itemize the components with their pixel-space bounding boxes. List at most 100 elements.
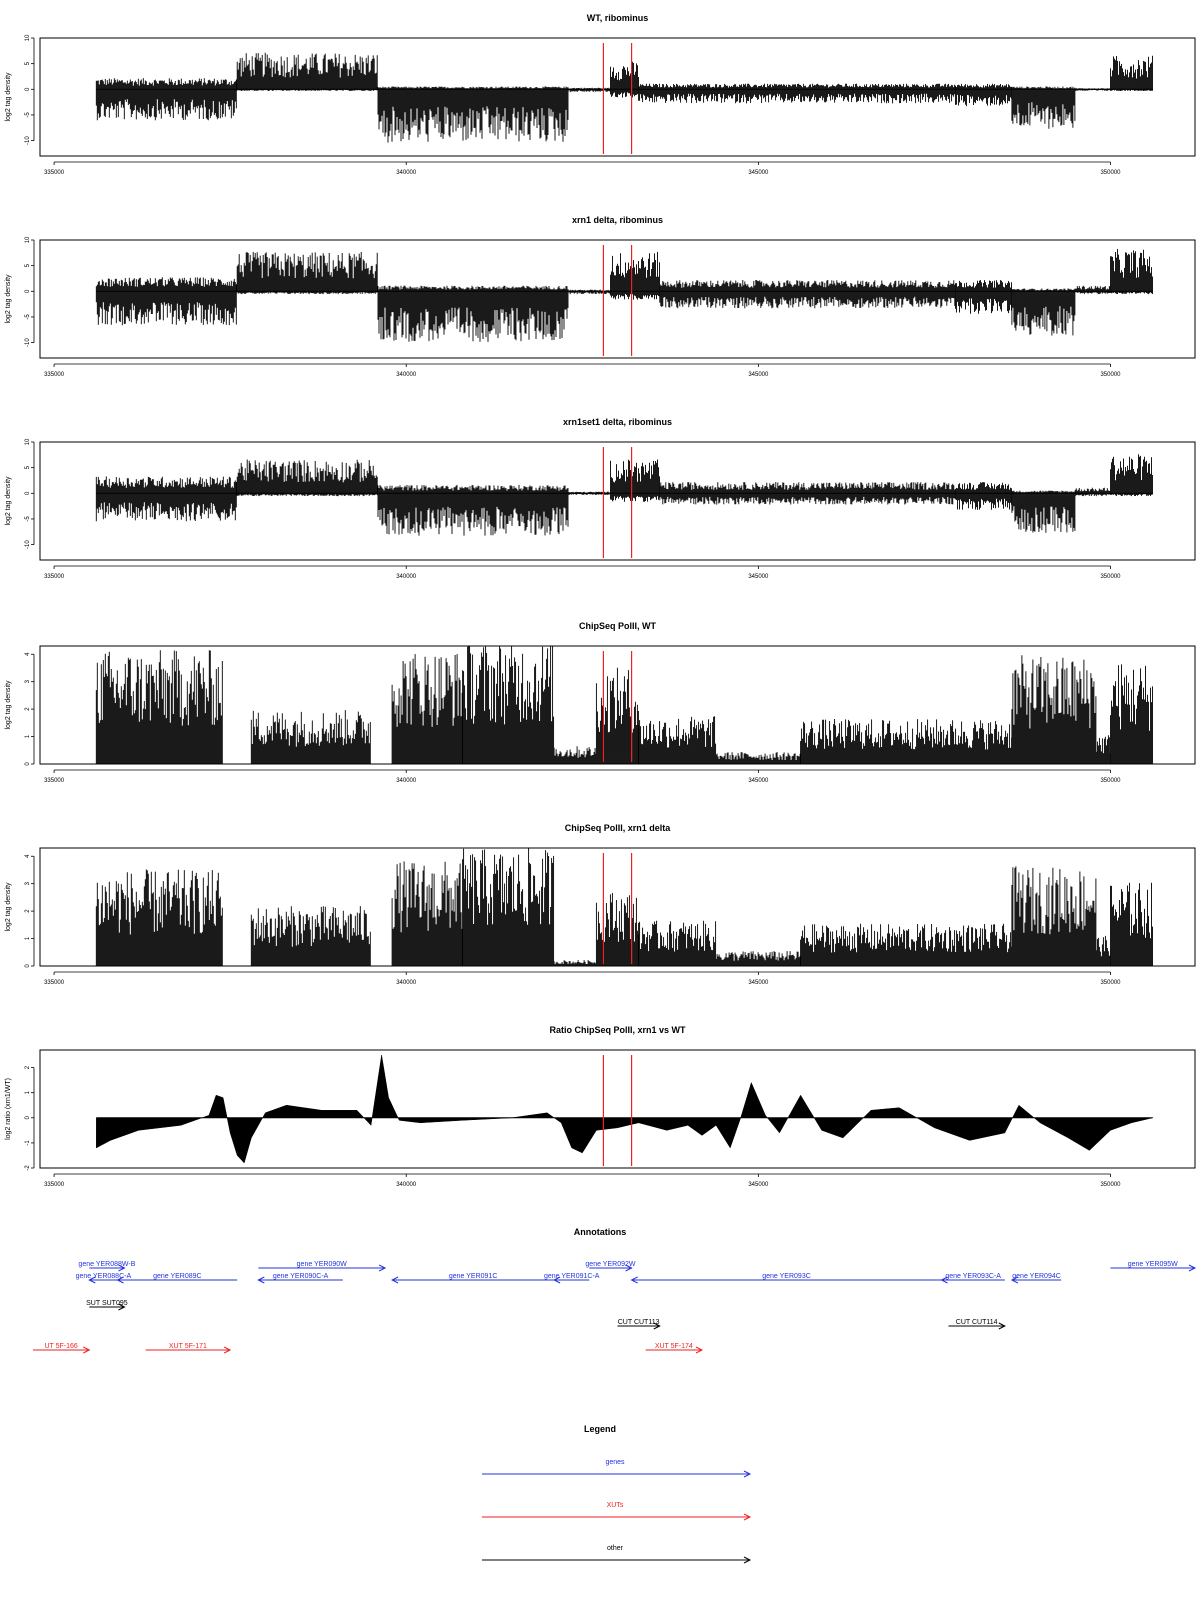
x-tick-label: 350000: [1100, 170, 1121, 176]
x-tick-label: 335000: [44, 1182, 65, 1188]
x-tick-label: 345000: [748, 372, 769, 378]
annotation-gene: gene YER093C-A: [940, 1273, 1005, 1284]
legend-item-xut: XUTs: [482, 1502, 752, 1521]
x-tick-label: 350000: [1100, 980, 1121, 986]
annotation-gene: gene YER094C: [1010, 1273, 1062, 1284]
annotation-gene: gene YER092W: [585, 1261, 636, 1272]
annotation-gene: gene YER090C-A: [257, 1273, 343, 1284]
plot-frame: [39, 1049, 1196, 1169]
y-tick-label: 2: [25, 707, 31, 711]
annotation-gene: gene YER091C-A: [544, 1273, 600, 1284]
plot-frame: [39, 441, 1196, 561]
x-tick-label: 350000: [1100, 574, 1121, 580]
legend: Legend genes XUTs other: [482, 1424, 752, 1564]
y-tick-label: 0: [25, 964, 31, 968]
panel-4: ChipSeq PolII, WT 4 3 2 1 0 log2 tag density 33…: [5, 621, 1196, 784]
y-axis-label: log2 ratio (xrn1/WT): [5, 1078, 12, 1140]
annotation-label: XUT 5F-171: [169, 1343, 207, 1350]
annotation-label: gene YER095W: [1128, 1261, 1178, 1268]
arrow-right-icon: [743, 1470, 752, 1478]
ratio-area: [96, 1054, 1153, 1164]
plot-frame: [39, 37, 1196, 157]
arrow-left-icon: [940, 1276, 948, 1284]
y-tick-label: 0: [25, 87, 31, 91]
arrow-left-icon: [391, 1276, 399, 1284]
annotation-label: CUT CUT113: [618, 1319, 660, 1326]
y-tick-label: 1: [25, 1090, 31, 1094]
x-tick-label: 335000: [44, 574, 65, 580]
x-tick-label: 340000: [396, 372, 417, 378]
panel-2: xrn1 delta, ribominus 10 5 0 -5 -10 log2 tag d…: [5, 215, 1196, 378]
y-tick-label: 4: [25, 652, 31, 656]
y-tick-label: 1: [25, 734, 31, 738]
plot-frame: [39, 239, 1196, 359]
y-tick-label: 10: [25, 34, 31, 41]
annotation-gene: gene YER088C-A: [76, 1273, 131, 1284]
annotation-label: gene YER091C-A: [544, 1273, 600, 1280]
y-tick-label: 0: [25, 762, 31, 766]
y-tick-label: 0: [25, 1115, 31, 1119]
annotation-label: CUT CUT114: [956, 1319, 998, 1326]
x-tick-label: 345000: [748, 574, 769, 580]
arrow-right-icon: [83, 1346, 91, 1354]
arrow-right-icon: [695, 1346, 704, 1354]
x-tick-label: 340000: [396, 778, 417, 784]
y-tick-label: 3: [25, 881, 31, 885]
arrow-right-icon: [1188, 1264, 1197, 1272]
annotation-gene: gene YER093C: [630, 1273, 942, 1284]
x-tick-label: 335000: [44, 778, 65, 784]
annotation-label: gene YER093C: [762, 1273, 811, 1280]
arrow-right-icon: [743, 1556, 752, 1564]
y-tick-label: 0: [25, 289, 31, 293]
annotation-label: XUT 5F-174: [655, 1343, 693, 1350]
density-bars: [95, 249, 1153, 342]
y-axis-label: log2 tag density: [5, 274, 12, 324]
x-tick-label: 345000: [748, 980, 769, 986]
annotation-label: gene YER092W: [585, 1261, 635, 1268]
annotation-gene: gene YER089C: [116, 1273, 238, 1284]
plot-frame: [39, 645, 1196, 765]
panel-title: WT, ribominus: [587, 13, 649, 23]
panel-title: Ratio ChipSeq PolII, xrn1 vs WT: [549, 1025, 686, 1035]
x-tick-label: 335000: [44, 980, 65, 986]
legend-title: Legend: [584, 1424, 616, 1434]
arrow-left-icon: [116, 1276, 124, 1284]
x-tick-label: 350000: [1100, 1182, 1121, 1188]
x-tick-label: 340000: [396, 980, 417, 986]
y-tick-label: -10: [25, 338, 31, 347]
legend-item-other: other: [482, 1545, 752, 1564]
annotation-other: CUT CUT114: [948, 1319, 1006, 1330]
annotations-title: Annotations: [574, 1227, 627, 1237]
panel-6: Ratio ChipSeq PolII, xrn1 vs WT 2 1 0 -1 -2 lo…: [5, 1025, 1196, 1188]
panel-title: ChipSeq PolII, WT: [579, 621, 656, 631]
y-tick-label: 5: [25, 465, 31, 469]
legend-label: other: [607, 1545, 624, 1552]
density-bars: [95, 848, 1153, 966]
arrow-right-icon: [625, 1264, 633, 1272]
annotation-xut: XUT 5F-174: [645, 1343, 704, 1354]
x-tick-label: 345000: [748, 170, 769, 176]
y-axis-label: log2 tag density: [5, 476, 12, 526]
y-tick-label: 0: [25, 491, 31, 495]
y-tick-label: -1: [25, 1140, 31, 1146]
arrow-left-icon: [1010, 1276, 1019, 1284]
y-tick-label: -2: [25, 1165, 31, 1171]
y-axis-label: log2 tag density: [5, 882, 12, 932]
y-tick-label: 10: [25, 438, 31, 445]
annotation-label: gene YER089C: [153, 1273, 202, 1280]
y-tick-label: 1: [25, 936, 31, 940]
x-tick-label: 335000: [44, 170, 65, 176]
arrow-right-icon: [653, 1322, 661, 1330]
y-tick-label: 10: [25, 236, 31, 243]
annotation-gene: gene YER088W-B: [78, 1261, 136, 1272]
y-tick-label: 5: [25, 61, 31, 65]
x-tick-label: 345000: [748, 778, 769, 784]
y-tick-label: 4: [25, 854, 31, 858]
annotation-gene: gene YER091C: [391, 1273, 555, 1284]
x-tick-label: 340000: [396, 170, 417, 176]
annotation-gene: gene YER090W: [258, 1261, 387, 1272]
arrow-left-icon: [88, 1276, 96, 1284]
arrow-right-icon: [998, 1322, 1006, 1330]
density-bars: [95, 52, 1153, 143]
annotation-other: CUT CUT113: [617, 1319, 661, 1330]
